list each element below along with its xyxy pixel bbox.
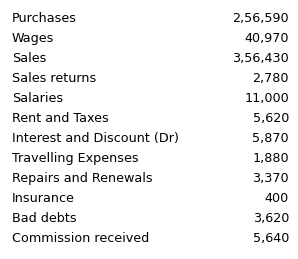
Text: Wages: Wages: [12, 32, 54, 45]
Text: 5,620: 5,620: [253, 112, 289, 125]
Text: 5,640: 5,640: [253, 233, 289, 246]
Text: 1,880: 1,880: [252, 152, 289, 165]
Text: Insurance: Insurance: [12, 192, 75, 205]
Text: 3,56,430: 3,56,430: [232, 52, 289, 65]
Text: 3,620: 3,620: [253, 212, 289, 225]
Text: 11,000: 11,000: [244, 92, 289, 105]
Text: 5,870: 5,870: [252, 132, 289, 145]
Text: Purchases: Purchases: [12, 12, 77, 25]
Text: Sales returns: Sales returns: [12, 72, 96, 85]
Text: Commission received: Commission received: [12, 233, 149, 246]
Text: 3,370: 3,370: [252, 172, 289, 185]
Text: Sales: Sales: [12, 52, 46, 65]
Text: Rent and Taxes: Rent and Taxes: [12, 112, 109, 125]
Text: Bad debts: Bad debts: [12, 212, 77, 225]
Text: 40,970: 40,970: [245, 32, 289, 45]
Text: Travelling Expenses: Travelling Expenses: [12, 152, 139, 165]
Text: 2,780: 2,780: [253, 72, 289, 85]
Text: 2,56,590: 2,56,590: [232, 12, 289, 25]
Text: 400: 400: [265, 192, 289, 205]
Text: Interest and Discount (Dr): Interest and Discount (Dr): [12, 132, 179, 145]
Text: Salaries: Salaries: [12, 92, 63, 105]
Text: Repairs and Renewals: Repairs and Renewals: [12, 172, 153, 185]
